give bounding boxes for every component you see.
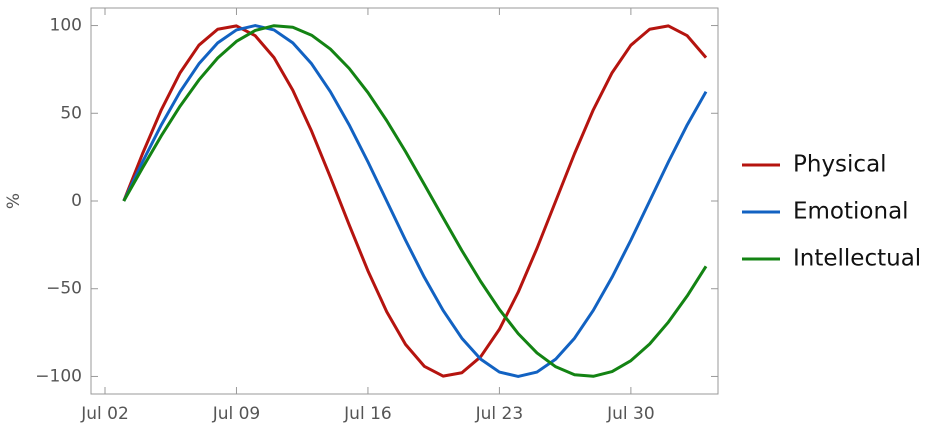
legend-label: Physical xyxy=(793,152,887,178)
y-tick-label: −100 xyxy=(35,366,82,386)
x-tick-label: Jul 16 xyxy=(343,404,392,424)
y-tick-label: 50 xyxy=(60,103,82,123)
x-tick-label: Jul 30 xyxy=(606,404,655,424)
series-line xyxy=(122,24,708,378)
series-line xyxy=(122,24,708,378)
series-line xyxy=(122,24,708,378)
legend-label: Emotional xyxy=(793,199,909,225)
y-tick-label: −50 xyxy=(46,279,82,299)
y-tick-label: 100 xyxy=(50,16,82,36)
y-axis-label: % xyxy=(4,193,24,209)
legend-label: Intellectual xyxy=(793,246,921,272)
x-tick-label: Jul 23 xyxy=(475,404,524,424)
x-tick-label: Jul 09 xyxy=(212,404,261,424)
x-tick-label: Jul 02 xyxy=(80,404,129,424)
y-tick-label: 0 xyxy=(71,191,82,211)
